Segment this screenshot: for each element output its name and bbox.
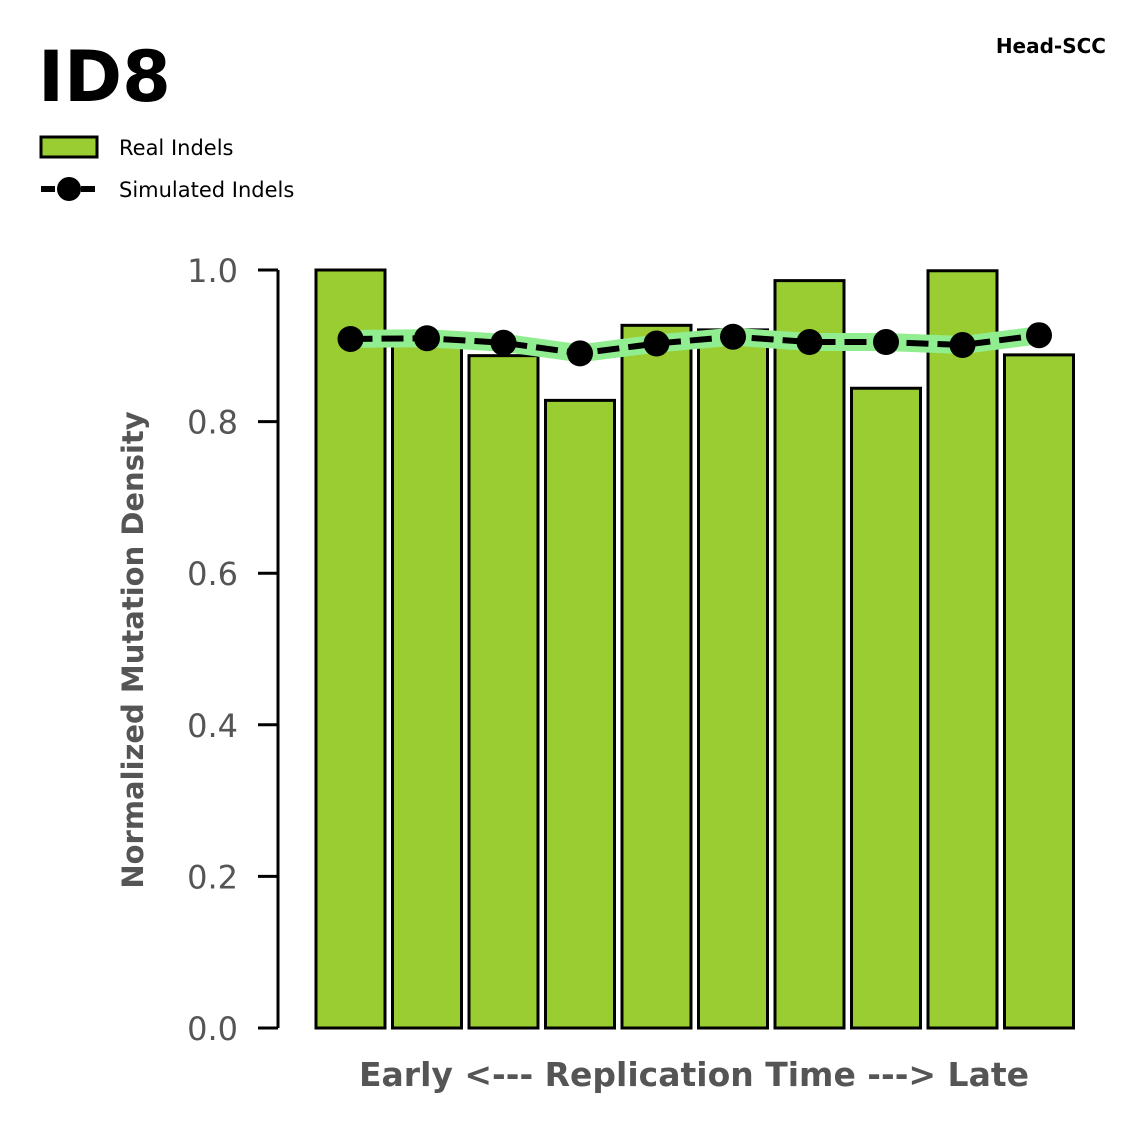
chart-title: ID8 bbox=[38, 36, 171, 118]
bar-5 bbox=[620, 323, 693, 1030]
bar-10 bbox=[1003, 353, 1075, 1030]
legend-swatch-real bbox=[39, 135, 99, 159]
bar-7 bbox=[773, 279, 846, 1030]
bar-8 bbox=[850, 386, 922, 1030]
y-tick-label-1: 0.2 bbox=[187, 858, 238, 896]
legend: Real Indels Simulated Indels bbox=[39, 135, 294, 202]
bar-4 bbox=[544, 398, 616, 1030]
bar-1 bbox=[314, 268, 387, 1030]
y-axis-label: Normalized Mutation Density bbox=[116, 411, 150, 888]
plot-area: 0.0 0.2 0.4 0.6 0.8 1.0 bbox=[187, 252, 1075, 1048]
y-tick-label-5: 1.0 bbox=[187, 252, 238, 290]
simulated-point-9 bbox=[949, 332, 976, 359]
legend-label-real: Real Indels bbox=[119, 136, 233, 160]
legend-label-simulated: Simulated Indels bbox=[119, 178, 294, 202]
bar-6 bbox=[697, 328, 769, 1030]
simulated-point-4 bbox=[567, 340, 593, 367]
simulated-point-1 bbox=[337, 325, 364, 352]
x-axis-label: Early <--- Replication Time ---> Late bbox=[359, 1055, 1029, 1094]
bar-3 bbox=[467, 354, 540, 1030]
legend-marker-simulated bbox=[57, 177, 81, 201]
chart-subtitle: Head-SCC bbox=[996, 34, 1106, 58]
simulated-point-6 bbox=[720, 323, 746, 350]
y-tick-label-3: 0.6 bbox=[187, 555, 238, 593]
bar-9 bbox=[926, 269, 999, 1030]
simulated-point-10 bbox=[1026, 322, 1052, 349]
simulated-point-2 bbox=[414, 325, 440, 352]
simulated-line bbox=[350, 332, 1040, 357]
y-tick-label-4: 0.8 bbox=[187, 404, 238, 442]
y-tick-label-0: 0.0 bbox=[187, 1010, 238, 1048]
y-tick-label-2: 0.4 bbox=[187, 707, 238, 745]
simulated-point-3 bbox=[490, 329, 517, 356]
simulated-point-8 bbox=[873, 329, 899, 356]
simulated-point-5 bbox=[643, 330, 670, 357]
bar-2 bbox=[391, 336, 463, 1030]
simulated-point-7 bbox=[796, 329, 823, 356]
